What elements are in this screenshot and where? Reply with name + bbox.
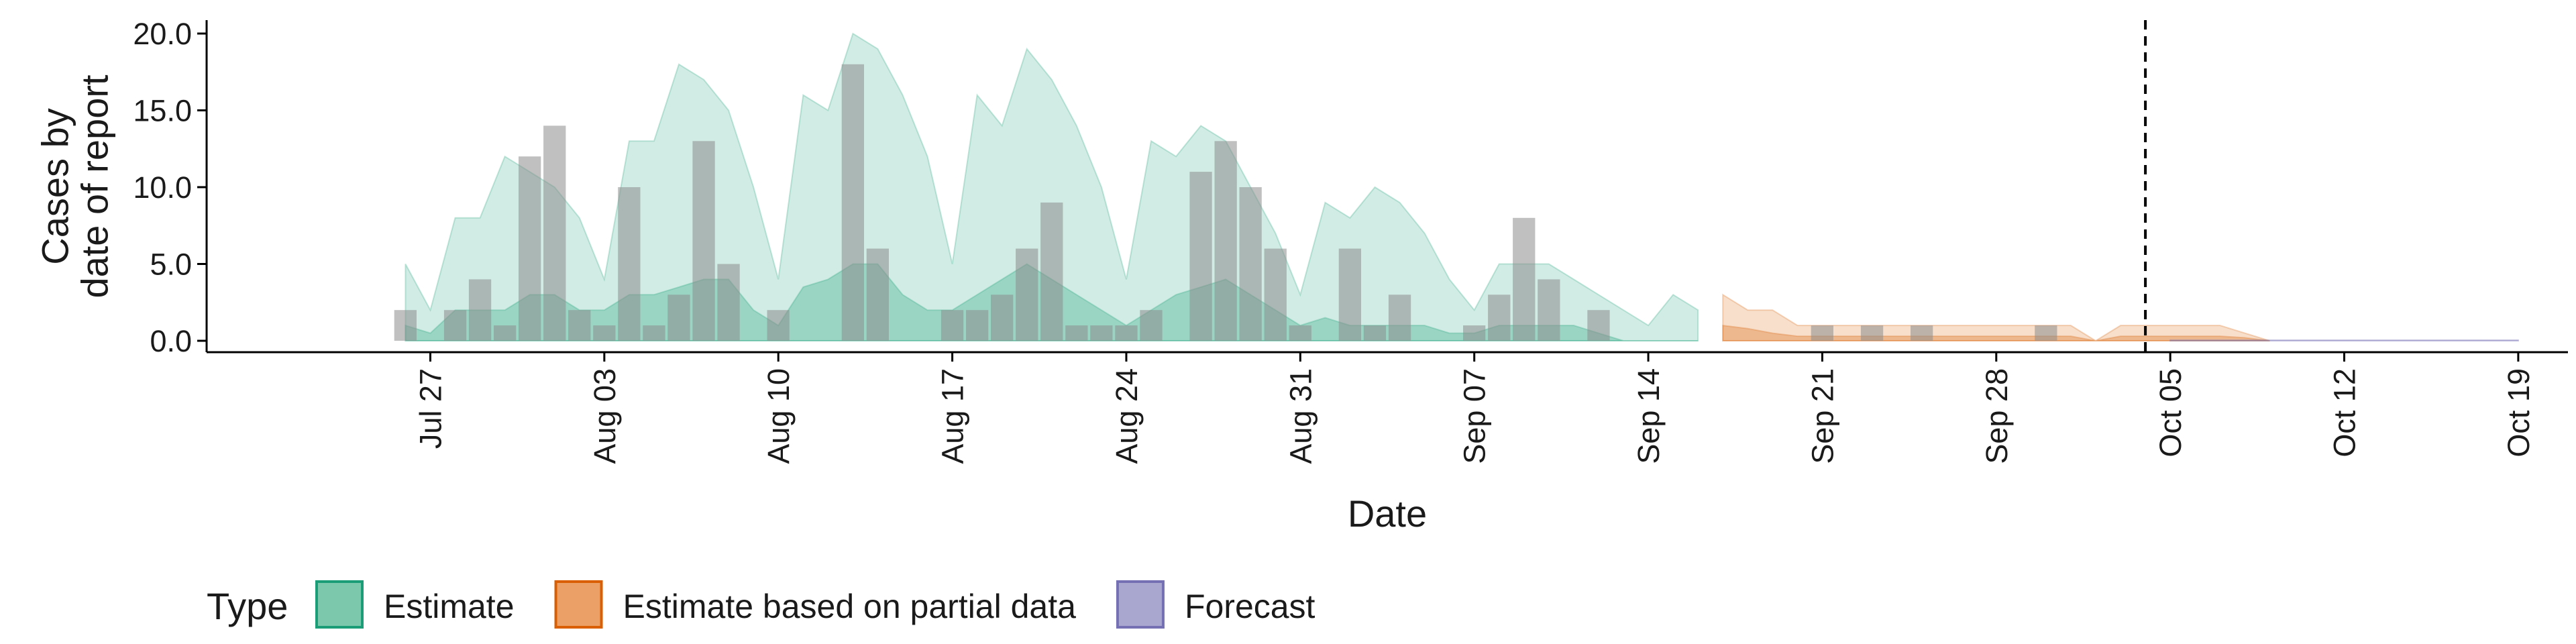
bar <box>1090 325 1113 341</box>
y-tick-label: 15.0 <box>133 94 192 128</box>
bar <box>519 156 541 341</box>
x-tick-label: Sep 21 <box>1805 368 1839 464</box>
legend-swatch-estimate <box>315 580 364 629</box>
bar <box>866 248 889 341</box>
axes-layer: 0.0 5.0 10.0 15.0 20.0 Jul 27 Aug 03 Aug 10 Aug … <box>34 17 2568 535</box>
bar <box>1463 325 1486 341</box>
bar <box>667 294 690 341</box>
x-tick-label: Sep 14 <box>1631 368 1666 464</box>
x-axis-title: Date <box>1348 492 1427 535</box>
bar <box>1239 187 1262 341</box>
y-axis-title: Cases bydate of report <box>34 74 116 299</box>
bar <box>543 125 566 341</box>
legend-swatch-forecast <box>1116 580 1165 629</box>
x-tick-label: Sep 28 <box>1980 368 2014 464</box>
bar <box>2035 325 2057 341</box>
x-tick-label: Oct 12 <box>2328 368 2362 458</box>
bar <box>1189 172 1212 341</box>
bar <box>1587 310 1610 341</box>
bar <box>1538 279 1560 341</box>
x-tick-label: Aug 24 <box>1110 368 1144 464</box>
legend-label-forecast: Forecast <box>1185 588 1316 625</box>
x-tick-label: Oct 19 <box>2502 368 2536 458</box>
bar <box>643 325 665 341</box>
x-tick-label: Aug 03 <box>588 368 622 464</box>
bar <box>618 187 641 341</box>
y-tick-label: 20.0 <box>133 17 192 51</box>
bars-layer <box>394 64 2057 341</box>
bar <box>1016 248 1038 341</box>
y-axis-title-line: date of report <box>73 74 115 299</box>
bar <box>941 310 964 341</box>
bar <box>1860 325 1884 341</box>
bar <box>1911 325 1933 341</box>
x-tick-label: Aug 10 <box>761 368 796 464</box>
bar <box>1513 217 1536 341</box>
legend-layer: Type Estimate Estimate based on partial da… <box>207 580 1316 629</box>
bar <box>568 310 591 341</box>
ribbon-estimate-based-on-partial-data-inner <box>1722 324 2270 342</box>
bar <box>468 279 492 341</box>
x-tick-label: Aug 17 <box>936 368 970 464</box>
x-tick-label: Sep 07 <box>1458 368 1492 464</box>
x-tick-label: Oct 05 <box>2153 368 2188 458</box>
legend-label-estimate: Estimate <box>384 588 515 625</box>
bar <box>1488 294 1511 341</box>
bar <box>443 310 467 341</box>
bar <box>717 264 740 341</box>
bar <box>1289 325 1311 341</box>
ribbon-estimate-based-on-partial-data-outer <box>1722 293 2270 342</box>
bar <box>1140 310 1163 341</box>
bar <box>1811 325 1833 341</box>
bar <box>1214 141 1237 341</box>
bar <box>1388 294 1411 341</box>
bar <box>1363 325 1387 341</box>
y-tick-label: 0.0 <box>150 324 192 358</box>
legend-label-estimate-based-on-partial-data: Estimate based on partial data <box>623 588 1077 625</box>
bar <box>1115 325 1138 341</box>
bar <box>692 141 715 341</box>
bar <box>1264 248 1287 341</box>
bar <box>1065 325 1088 341</box>
y-tick-label: 5.0 <box>150 248 192 282</box>
ribbon-forecast-outer <box>2169 339 2519 341</box>
bar <box>966 310 989 341</box>
bar <box>494 325 517 341</box>
bar <box>394 310 417 341</box>
x-tick-label: Jul 27 <box>413 368 447 449</box>
y-tick-label: 10.0 <box>133 170 192 205</box>
bar <box>1040 202 1063 341</box>
legend-swatch-estimate-based-on-partial-data <box>554 580 603 629</box>
bar <box>767 310 790 341</box>
legend-title: Type <box>207 585 288 627</box>
bar <box>1338 248 1361 341</box>
y-axis-title-line: Cases by <box>34 108 76 264</box>
bar <box>593 325 616 341</box>
x-tick-label: Aug 31 <box>1283 368 1318 464</box>
bar <box>991 294 1014 341</box>
bar <box>841 64 864 341</box>
